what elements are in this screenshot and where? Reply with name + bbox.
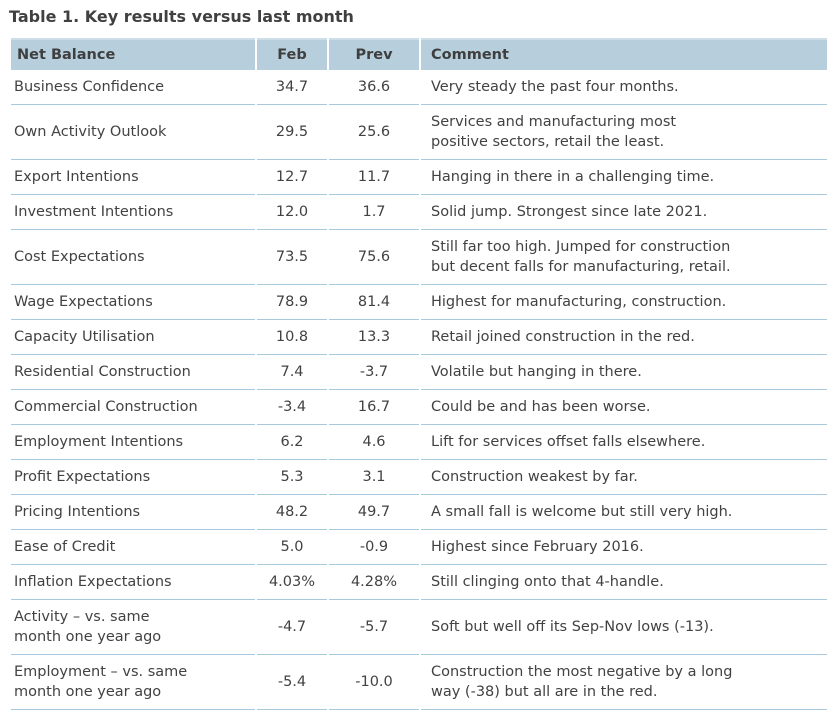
feb-value-cell: 7.4 [257,355,327,390]
feb-value-cell: -3.4 [257,390,327,425]
net-balance-cell: Pricing Intentions [11,495,255,530]
prev-value-cell: 4.28% [329,565,419,600]
prev-value-cell: 75.6 [329,230,419,285]
table-row: Capacity Utilisation 10.8 13.3 Retail jo… [11,320,827,355]
prev-value-cell: -5.7 [329,600,419,655]
net-balance-cell: Own Activity Outlook [11,105,255,160]
prev-value-cell: -0.9 [329,530,419,565]
prev-value-cell: 25.6 [329,105,419,160]
comment-cell: Construction weakest by far. [421,460,827,495]
feb-value-cell: 78.9 [257,285,327,320]
prev-value-cell: 36.6 [329,70,419,105]
net-balance-cell: Employment Intentions [11,425,255,460]
table-row: Own Activity Outlook 29.5 25.6 Services … [11,105,827,160]
prev-value-cell: 49.7 [329,495,419,530]
column-header-feb: Feb [257,38,327,70]
net-balance-cell: Cost Expectations [11,230,255,285]
comment-cell: Lift for services offset falls elsewhere… [421,425,827,460]
prev-value-cell: 4.6 [329,425,419,460]
net-balance-cell: Ease of Credit [11,530,255,565]
feb-value-cell: 10.8 [257,320,327,355]
feb-value-cell: 6.2 [257,425,327,460]
prev-value-cell: 16.7 [329,390,419,425]
feb-value-cell: 5.0 [257,530,327,565]
feb-value-cell: 12.0 [257,195,327,230]
prev-value-cell: -10.0 [329,655,419,710]
feb-value-cell: 48.2 [257,495,327,530]
prev-value-cell: -3.7 [329,355,419,390]
table-row: Pricing Intentions 48.2 49.7 A small fal… [11,495,827,530]
net-balance-cell: Profit Expectations [11,460,255,495]
feb-value-cell: -5.4 [257,655,327,710]
comment-cell: Volatile but hanging in there. [421,355,827,390]
comment-cell: A small fall is welcome but still very h… [421,495,827,530]
net-balance-cell: Export Intentions [11,160,255,195]
comment-cell: Soft but well off its Sep-Nov lows (-13)… [421,600,827,655]
key-results-table: Net Balance Feb Prev Comment Business Co… [9,38,829,710]
comment-cell: Highest for manufacturing, construction. [421,285,827,320]
prev-value-cell: 1.7 [329,195,419,230]
table-row: Cost Expectations 73.5 75.6 Still far to… [11,230,827,285]
comment-cell: Hanging in there in a challenging time. [421,160,827,195]
feb-value-cell: 4.03% [257,565,327,600]
column-header-net-balance: Net Balance [11,38,255,70]
net-balance-cell: Employment – vs. same month one year ago [11,655,255,710]
table-row: Export Intentions 12.7 11.7 Hanging in t… [11,160,827,195]
table-row: Wage Expectations 78.9 81.4 Highest for … [11,285,827,320]
table-row: Ease of Credit 5.0 -0.9 Highest since Fe… [11,530,827,565]
comment-cell: Very steady the past four months. [421,70,827,105]
net-balance-cell: Residential Construction [11,355,255,390]
comment-cell: Still far too high. Jumped for construct… [421,230,827,285]
net-balance-cell: Commercial Construction [11,390,255,425]
table-row: Commercial Construction -3.4 16.7 Could … [11,390,827,425]
feb-value-cell: 5.3 [257,460,327,495]
table-body: Business Confidence 34.7 36.6 Very stead… [11,70,827,710]
column-header-prev: Prev [329,38,419,70]
table-row: Profit Expectations 5.3 3.1 Construction… [11,460,827,495]
comment-cell: Still clinging onto that 4-handle. [421,565,827,600]
table-row: Activity – vs. same month one year ago -… [11,600,827,655]
prev-value-cell: 3.1 [329,460,419,495]
net-balance-cell: Business Confidence [11,70,255,105]
table-row: Residential Construction 7.4 -3.7 Volati… [11,355,827,390]
table-row: Inflation Expectations 4.03% 4.28% Still… [11,565,827,600]
comment-cell: Retail joined construction in the red. [421,320,827,355]
column-header-comment: Comment [421,38,827,70]
comment-cell: Could be and has been worse. [421,390,827,425]
comment-cell: Services and manufacturing most positive… [421,105,827,160]
prev-value-cell: 81.4 [329,285,419,320]
comment-cell: Construction the most negative by a long… [421,655,827,710]
table-title: Table 1. Key results versus last month [9,7,354,26]
table-row: Employment Intentions 6.2 4.6 Lift for s… [11,425,827,460]
net-balance-cell: Wage Expectations [11,285,255,320]
table-header-row: Net Balance Feb Prev Comment [11,38,827,70]
prev-value-cell: 11.7 [329,160,419,195]
net-balance-cell: Investment Intentions [11,195,255,230]
comment-cell: Solid jump. Strongest since late 2021. [421,195,827,230]
feb-value-cell: 34.7 [257,70,327,105]
net-balance-cell: Capacity Utilisation [11,320,255,355]
table-row: Investment Intentions 12.0 1.7 Solid jum… [11,195,827,230]
comment-cell: Highest since February 2016. [421,530,827,565]
table-row: Employment – vs. same month one year ago… [11,655,827,710]
feb-value-cell: 73.5 [257,230,327,285]
net-balance-cell: Inflation Expectations [11,565,255,600]
feb-value-cell: 29.5 [257,105,327,160]
feb-value-cell: 12.7 [257,160,327,195]
feb-value-cell: -4.7 [257,600,327,655]
table-row: Business Confidence 34.7 36.6 Very stead… [11,70,827,105]
prev-value-cell: 13.3 [329,320,419,355]
net-balance-cell: Activity – vs. same month one year ago [11,600,255,655]
